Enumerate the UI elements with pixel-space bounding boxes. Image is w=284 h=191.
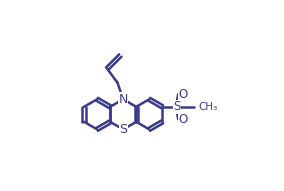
Text: O: O [178,88,187,101]
Text: S: S [119,123,127,136]
Text: S: S [174,100,181,113]
Text: N: N [118,93,128,106]
Text: O: O [178,112,187,125]
Text: CH₃: CH₃ [199,102,218,112]
